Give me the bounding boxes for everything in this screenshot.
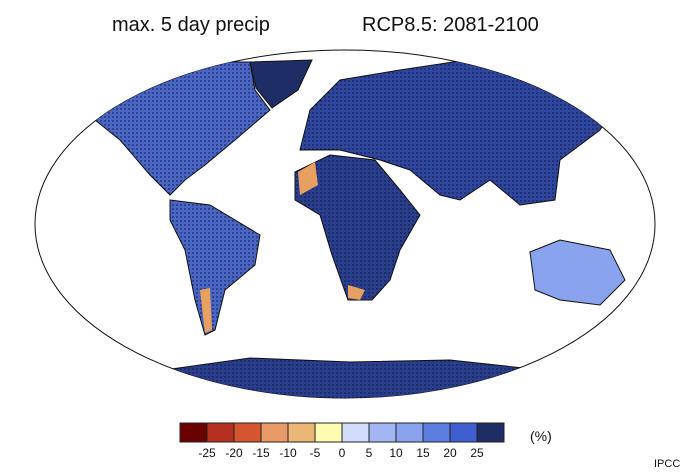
colorbar-swatch (341, 422, 370, 443)
colorbar-swatch (233, 422, 262, 443)
australia (529, 239, 626, 306)
colorbar-swatch (422, 422, 451, 443)
colorbar-tick-label: 5 (366, 446, 373, 460)
colorbar-swatch (368, 422, 397, 443)
colorbar-unit: (%) (530, 428, 552, 444)
map-title-scenario: RCP8.5: 2081-2100 (362, 14, 539, 36)
colorbar-swatch (476, 422, 505, 443)
colorbar-tick-label: 20 (443, 446, 457, 460)
colorbar-tick-label: -10 (279, 446, 297, 460)
colorbar-swatch (179, 422, 208, 443)
colorbar-tick-label: 0 (339, 446, 346, 460)
colorbar: -25 -20 -15 -10 -5 0 5 10 15 20 25 (179, 422, 505, 460)
colorbar-swatch (206, 422, 235, 443)
colorbar-tick-label: 15 (416, 446, 430, 460)
map-title-variable: max. 5 day precip (112, 14, 270, 36)
colorbar-tick-label: 25 (470, 446, 484, 460)
colorbar-swatch (314, 422, 343, 443)
credit-label: IPCC (654, 458, 681, 470)
colorbar-swatch (449, 422, 478, 443)
greenland (249, 59, 313, 109)
colorbar-swatch (260, 422, 289, 443)
colorbar-tick-label: -25 (198, 446, 216, 460)
colorbar-tick-label: -5 (310, 446, 321, 460)
colorbar-tick-label: -20 (225, 446, 243, 460)
colorbar-tick-label: -15 (252, 446, 270, 460)
colorbar-tick-label: 10 (389, 446, 403, 460)
colorbar-swatch (395, 422, 424, 443)
colorbar-swatch (287, 422, 316, 443)
